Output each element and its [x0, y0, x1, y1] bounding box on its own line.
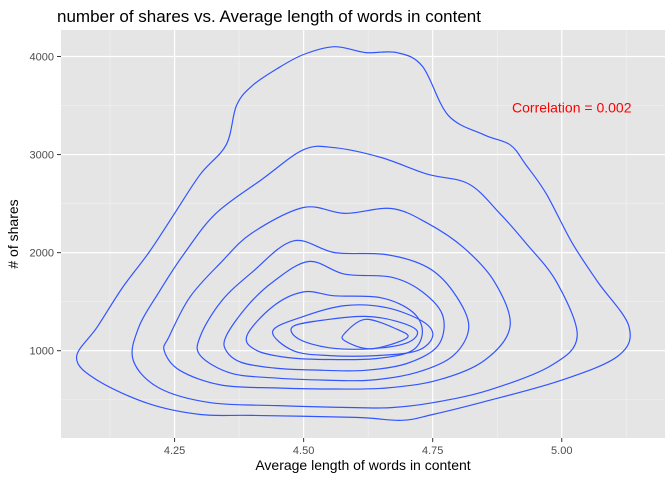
x-tick-label: 4.25	[164, 445, 185, 457]
contour-lines	[75, 46, 631, 421]
chart-title: number of shares vs. Average length of w…	[57, 7, 481, 26]
plot-panel	[61, 30, 665, 438]
y-axis-label: # of shares	[5, 199, 21, 268]
contour-line-level-6	[245, 290, 423, 361]
x-tick-label: 5.00	[551, 445, 572, 457]
minor-grid	[61, 30, 665, 438]
x-tick-label: 4.50	[293, 445, 314, 457]
contour-line-level-6	[272, 304, 434, 357]
contour-line-level-1	[75, 46, 631, 421]
contour-line-level-7	[290, 315, 419, 350]
x-tick-label: 4.75	[422, 445, 443, 457]
x-axis-ticks: 4.25 4.50 4.75 5.00	[164, 438, 572, 457]
contour-line-level-8	[341, 318, 409, 350]
correlation-annotation: Correlation = 0.002	[512, 99, 632, 115]
y-tick-label: 4000	[30, 51, 54, 63]
contour-line-level-5	[223, 260, 445, 372]
x-axis-label: Average length of words in content	[255, 457, 470, 473]
contour-line-level-3	[163, 206, 511, 390]
y-axis-ticks: 1000 2000 3000 4000	[30, 51, 61, 358]
y-tick-label: 2000	[30, 248, 54, 260]
contour-line-level-4	[196, 239, 470, 382]
y-tick-label: 3000	[30, 150, 54, 162]
contour-line-level-2	[131, 145, 578, 409]
major-grid	[61, 30, 665, 438]
y-tick-label: 1000	[30, 346, 54, 358]
